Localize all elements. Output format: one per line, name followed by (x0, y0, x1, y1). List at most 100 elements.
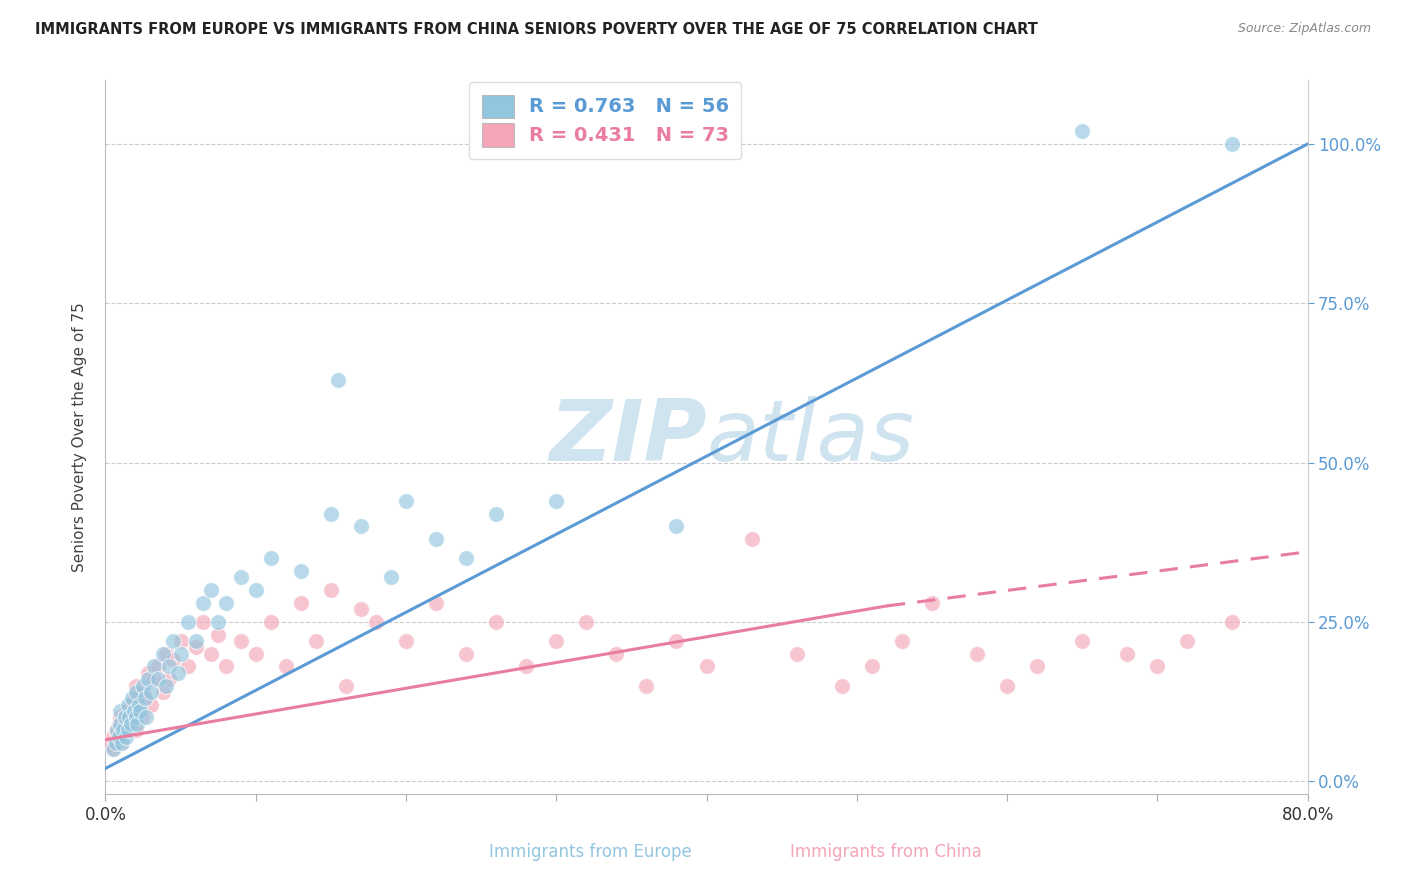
Point (128, 704, 150, 718)
Point (131, 710, 153, 724)
Point (108, 730, 131, 744)
Point (136, 665, 159, 680)
Point (122, 704, 145, 718)
Point (124, 679, 146, 693)
Point (546, 493, 568, 508)
Point (118, 710, 141, 724)
Point (111, 736, 134, 750)
Point (104, 736, 127, 750)
Point (605, 647, 627, 661)
Point (142, 672, 165, 686)
Point (454, 647, 477, 661)
Point (142, 659, 165, 673)
Point (245, 647, 267, 661)
Text: ZIP: ZIP (548, 395, 707, 479)
Point (335, 679, 357, 693)
Point (485, 507, 508, 521)
Point (155, 647, 177, 661)
Point (1146, 659, 1168, 673)
Point (117, 723, 139, 738)
Point (350, 519, 373, 533)
Point (125, 716, 148, 731)
Point (110, 716, 132, 731)
Point (132, 685, 155, 699)
Point (485, 615, 508, 629)
Point (112, 730, 135, 744)
Point (575, 615, 598, 629)
Point (328, 373, 350, 387)
Point (162, 653, 184, 667)
Point (108, 716, 131, 731)
Point (274, 659, 297, 673)
Point (152, 685, 174, 699)
Point (124, 723, 146, 738)
Point (111, 723, 134, 738)
Point (229, 570, 252, 584)
Point (134, 691, 156, 706)
Text: Immigrants from Europe: Immigrants from Europe (489, 843, 692, 861)
Point (110, 704, 132, 718)
Text: atlas: atlas (707, 395, 914, 479)
Point (696, 659, 718, 673)
Point (207, 627, 229, 641)
Legend: R = 0.763   N = 56, R = 0.431   N = 73: R = 0.763 N = 56, R = 0.431 N = 73 (470, 82, 741, 160)
Point (245, 582, 267, 597)
Point (425, 532, 447, 546)
Point (1071, 124, 1094, 138)
Point (117, 710, 139, 724)
Point (214, 596, 236, 610)
Point (104, 723, 127, 738)
Point (152, 647, 174, 661)
Point (741, 532, 763, 546)
Point (115, 730, 138, 744)
Point (110, 736, 132, 750)
Point (207, 615, 229, 629)
Point (319, 582, 342, 597)
Point (1222, 136, 1244, 151)
Point (1116, 647, 1139, 661)
Point (1222, 615, 1244, 629)
Point (229, 634, 252, 648)
Point (110, 710, 132, 724)
Point (395, 493, 418, 508)
Point (546, 634, 568, 648)
Point (132, 679, 155, 693)
Point (122, 691, 145, 706)
Point (134, 691, 156, 706)
Point (169, 647, 191, 661)
Point (121, 716, 143, 731)
Point (454, 551, 477, 566)
Point (260, 615, 283, 629)
Point (636, 679, 658, 693)
Point (146, 659, 169, 673)
Point (118, 723, 141, 738)
Point (114, 716, 136, 731)
Point (169, 634, 191, 648)
Point (1175, 634, 1198, 648)
Point (177, 659, 200, 673)
Point (665, 634, 688, 648)
Point (200, 582, 222, 597)
Point (157, 659, 180, 673)
Point (425, 596, 447, 610)
Point (117, 698, 139, 712)
Point (120, 716, 142, 731)
Point (146, 672, 169, 686)
Point (515, 659, 537, 673)
Point (665, 519, 688, 533)
Point (121, 691, 143, 706)
Y-axis label: Seniors Poverty Over the Age of 75: Seniors Poverty Over the Age of 75 (72, 302, 87, 572)
Point (860, 659, 883, 673)
Point (214, 659, 236, 673)
Point (135, 710, 157, 724)
Point (995, 679, 1018, 693)
Point (350, 602, 373, 616)
Point (177, 615, 200, 629)
Text: IMMIGRANTS FROM EUROPE VS IMMIGRANTS FROM CHINA SENIORS POVERTY OVER THE AGE OF : IMMIGRANTS FROM EUROPE VS IMMIGRANTS FRO… (35, 22, 1038, 37)
Point (101, 742, 124, 756)
Text: Source: ZipAtlas.com: Source: ZipAtlas.com (1237, 22, 1371, 36)
Point (890, 634, 912, 648)
Point (166, 665, 188, 680)
Point (1071, 634, 1094, 648)
Point (921, 596, 943, 610)
